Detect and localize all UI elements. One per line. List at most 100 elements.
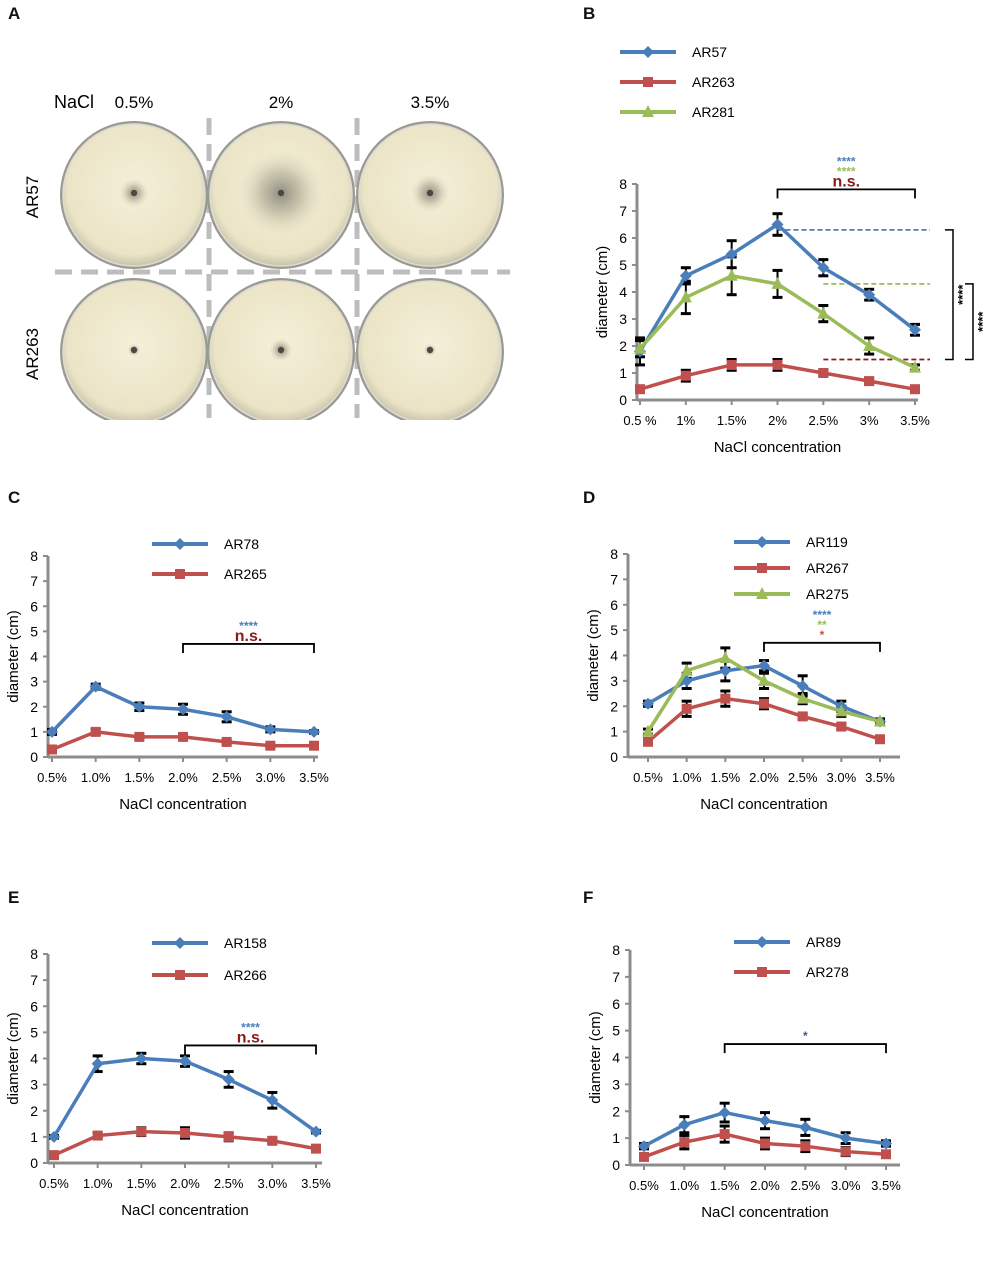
significance-bracket (723, 1043, 887, 1054)
y-axis-label: diameter (cm) (594, 246, 611, 339)
data-point-ar265 (265, 740, 276, 751)
data-point-ar266 (49, 1150, 59, 1161)
data-point-ar266 (136, 1126, 147, 1137)
side-significance-label: **** (955, 284, 970, 305)
data-point-ar278 (679, 1137, 690, 1148)
y-tick-label: 8 (30, 548, 38, 564)
legend-label: AR158 (224, 935, 267, 951)
x-tick-label: 3% (860, 413, 879, 428)
y-tick-label: 8 (610, 546, 618, 562)
inoculation-spot (130, 346, 138, 354)
y-tick-label: 1 (619, 365, 627, 381)
x-tick-label: 1% (676, 413, 695, 428)
x-tick-label: 0.5% (629, 1178, 659, 1193)
legend-label: AR119 (806, 534, 848, 550)
data-point-ar89 (759, 1114, 771, 1127)
x-tick-label: 0.5 % (623, 413, 657, 428)
y-axis-label: diameter (cm) (5, 1012, 22, 1105)
x-tick-label: 3.0% (256, 770, 286, 785)
data-point-ar78 (133, 700, 146, 713)
data-point-ar267 (720, 693, 731, 704)
legend-label: AR265 (224, 566, 267, 582)
x-tick-label: 0.5% (39, 1176, 69, 1191)
data-point-ar266 (267, 1135, 278, 1146)
significance-label: **** (813, 608, 832, 622)
data-point-ar78 (308, 725, 320, 738)
x-tick-label: 2.5% (214, 1176, 244, 1191)
data-point-ar119 (758, 659, 770, 672)
data-point-ar263 (680, 370, 691, 381)
x-tick-label: 1.0% (672, 770, 702, 785)
data-point-ar278 (800, 1141, 811, 1152)
x-tick-label: 2.0% (749, 770, 779, 785)
data-point-ar275 (874, 714, 886, 727)
data-point-ar281 (863, 339, 876, 351)
x-tick-label: 3.5% (865, 770, 895, 785)
series-line-ar158 (52, 1056, 318, 1138)
data-point-ar275 (835, 704, 848, 717)
data-point-ar278 (719, 1129, 730, 1140)
legend-marker (756, 587, 768, 599)
side-significance-label: **** (975, 311, 990, 332)
data-point-ar158 (91, 1057, 104, 1070)
inoculation-spot (277, 189, 285, 197)
y-tick-label: 5 (612, 1023, 620, 1039)
data-point-ar158 (222, 1073, 235, 1086)
y-tick-label: 4 (612, 1050, 620, 1066)
legend-marker (642, 105, 654, 117)
y-tick-label: 3 (30, 1077, 38, 1093)
data-point-ar266 (223, 1131, 234, 1142)
legend-label: AR281 (692, 104, 735, 120)
data-point-ar267 (759, 698, 769, 709)
y-tick-label: 2 (619, 338, 627, 354)
x-axis-label: NaCl concentration (121, 1202, 249, 1219)
x-tick-label: 3.5% (299, 770, 329, 785)
data-point-ar266 (311, 1143, 321, 1154)
y-tick-label: 8 (30, 946, 38, 962)
legend-label: AR275 (806, 586, 849, 602)
y-tick-label: 5 (619, 257, 627, 273)
y-tick-label: 5 (30, 1024, 38, 1040)
x-tick-label: 2.0% (170, 1176, 200, 1191)
y-axis-label: diameter (cm) (587, 1011, 604, 1104)
panel-letter-d: D (583, 488, 596, 507)
inoculation-spot (426, 346, 434, 354)
data-point-ar281 (725, 268, 738, 281)
x-tick-label: 3.0% (831, 1178, 861, 1193)
y-tick-label: 6 (610, 597, 618, 613)
y-tick-label: 7 (30, 972, 38, 988)
data-point-ar119 (642, 697, 654, 710)
y-tick-label: 5 (30, 623, 38, 639)
y-tick-label: 0 (612, 1157, 620, 1173)
data-point-ar278 (881, 1149, 891, 1160)
data-point-ar89 (718, 1106, 731, 1119)
data-point-ar158 (179, 1055, 191, 1068)
data-point-ar158 (266, 1094, 279, 1107)
y-tick-label: 2 (610, 698, 618, 714)
legend-label: AR57 (692, 44, 727, 60)
data-point-ar78 (220, 710, 233, 723)
data-point-ar89 (839, 1132, 852, 1145)
y-tick-label: 1 (612, 1130, 620, 1146)
y-tick-label: 3 (610, 673, 618, 689)
chart-panel-b: 0 1 2 3 4 5 6 7 8 0.5 % 1% 1.5% 2% 2.5% 3% 3.5% NaCl con… (594, 44, 990, 456)
data-point-ar119 (719, 664, 732, 677)
significance-label: **** (241, 1020, 260, 1034)
column-label-2: 3.5% (411, 93, 450, 112)
data-point-ar89 (880, 1137, 892, 1150)
x-tick-label: 2.5% (788, 770, 818, 785)
data-point-ar278 (760, 1138, 770, 1149)
data-point-ar263 (772, 359, 783, 370)
legend-marker (175, 970, 185, 980)
data-point-ar78 (89, 680, 102, 693)
y-tick-label: 1 (30, 1129, 38, 1145)
inoculation-spot (130, 189, 138, 197)
panel-letter-b: B (583, 4, 596, 23)
data-point-ar263 (910, 384, 920, 395)
y-tick-label: 4 (610, 648, 618, 664)
data-point-ar265 (47, 744, 57, 755)
significance-label: n.s. (832, 173, 860, 190)
inoculation-spot (426, 189, 434, 197)
x-tick-label: 2% (768, 413, 787, 428)
y-tick-label: 1 (610, 724, 618, 740)
